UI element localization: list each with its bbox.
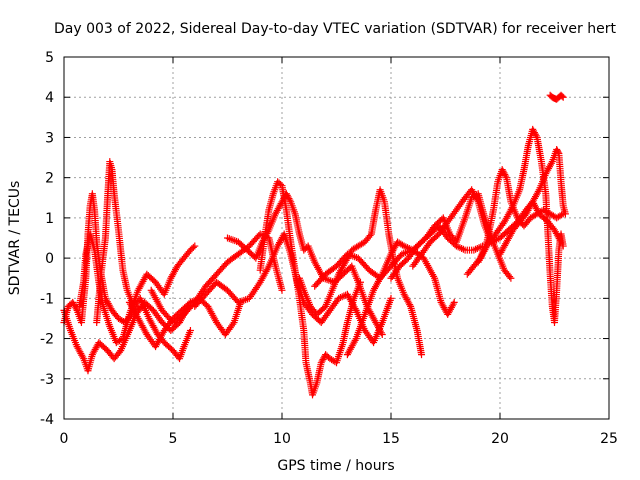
y-tick-label: -2 — [40, 332, 54, 348]
data-point — [356, 278, 364, 286]
y-tick-label: 5 — [45, 50, 54, 66]
data-point — [278, 286, 286, 294]
chart-title: Day 003 of 2022, Sidereal Day-to-day VTE… — [54, 21, 616, 37]
y-tick-label: -1 — [40, 291, 54, 307]
series-track-17 — [496, 146, 569, 258]
series-track-18 — [546, 91, 567, 103]
x-axis-ticks: 0 5 10 15 20 25 — [60, 57, 618, 447]
series-track-9 — [256, 178, 364, 399]
data-point — [559, 93, 567, 101]
data-point — [559, 242, 567, 250]
data-point — [532, 132, 540, 140]
series-track-5 — [125, 294, 245, 351]
data-point — [506, 273, 514, 281]
data-point — [418, 351, 426, 359]
data-point — [499, 220, 507, 228]
data-point — [186, 327, 194, 335]
y-axis-ticks: -4 -3 -2 -1 0 1 2 3 4 5 — [40, 50, 609, 428]
y-tick-label: 0 — [45, 251, 54, 267]
data-point — [450, 298, 458, 306]
data-point — [547, 159, 555, 167]
data-point — [191, 242, 199, 250]
data-points — [60, 91, 569, 399]
x-tick-label: 15 — [382, 431, 400, 447]
data-point — [387, 294, 395, 302]
y-tick-label: 1 — [45, 211, 54, 227]
x-tick-label: 10 — [273, 431, 291, 447]
series-track-4 — [75, 230, 199, 347]
x-tick-label: 25 — [600, 431, 618, 447]
data-point — [115, 348, 123, 356]
data-point — [119, 317, 127, 325]
data-point — [229, 320, 237, 328]
y-tick-label: -3 — [40, 372, 54, 388]
data-point — [79, 353, 87, 361]
x-axis-label: GPS time / hours — [277, 458, 394, 474]
data-point — [558, 211, 566, 219]
x-tick-label: 5 — [169, 431, 178, 447]
data-point — [534, 187, 542, 195]
y-tick-label: 3 — [45, 130, 54, 146]
data-point — [449, 300, 457, 308]
data-point — [189, 243, 197, 251]
data-point — [378, 331, 386, 339]
data-point — [502, 172, 510, 180]
x-tick-label: 20 — [491, 431, 509, 447]
y-tick-label: -4 — [40, 412, 54, 428]
data-point — [507, 274, 515, 282]
y-tick-label: 2 — [45, 171, 54, 187]
data-point — [554, 148, 562, 156]
data-point — [366, 232, 374, 240]
y-tick-label: 4 — [45, 90, 54, 106]
series-track-16 — [474, 125, 567, 326]
y-axis-label: SDTVAR / TECUs — [7, 181, 23, 296]
data-point — [377, 329, 385, 337]
data-point — [406, 301, 414, 309]
data-point — [473, 196, 481, 204]
x-tick-label: 0 — [60, 431, 69, 447]
plot-frame — [63, 56, 610, 420]
data-point — [558, 92, 566, 100]
data-point — [561, 210, 569, 218]
series-track-12 — [343, 222, 487, 359]
